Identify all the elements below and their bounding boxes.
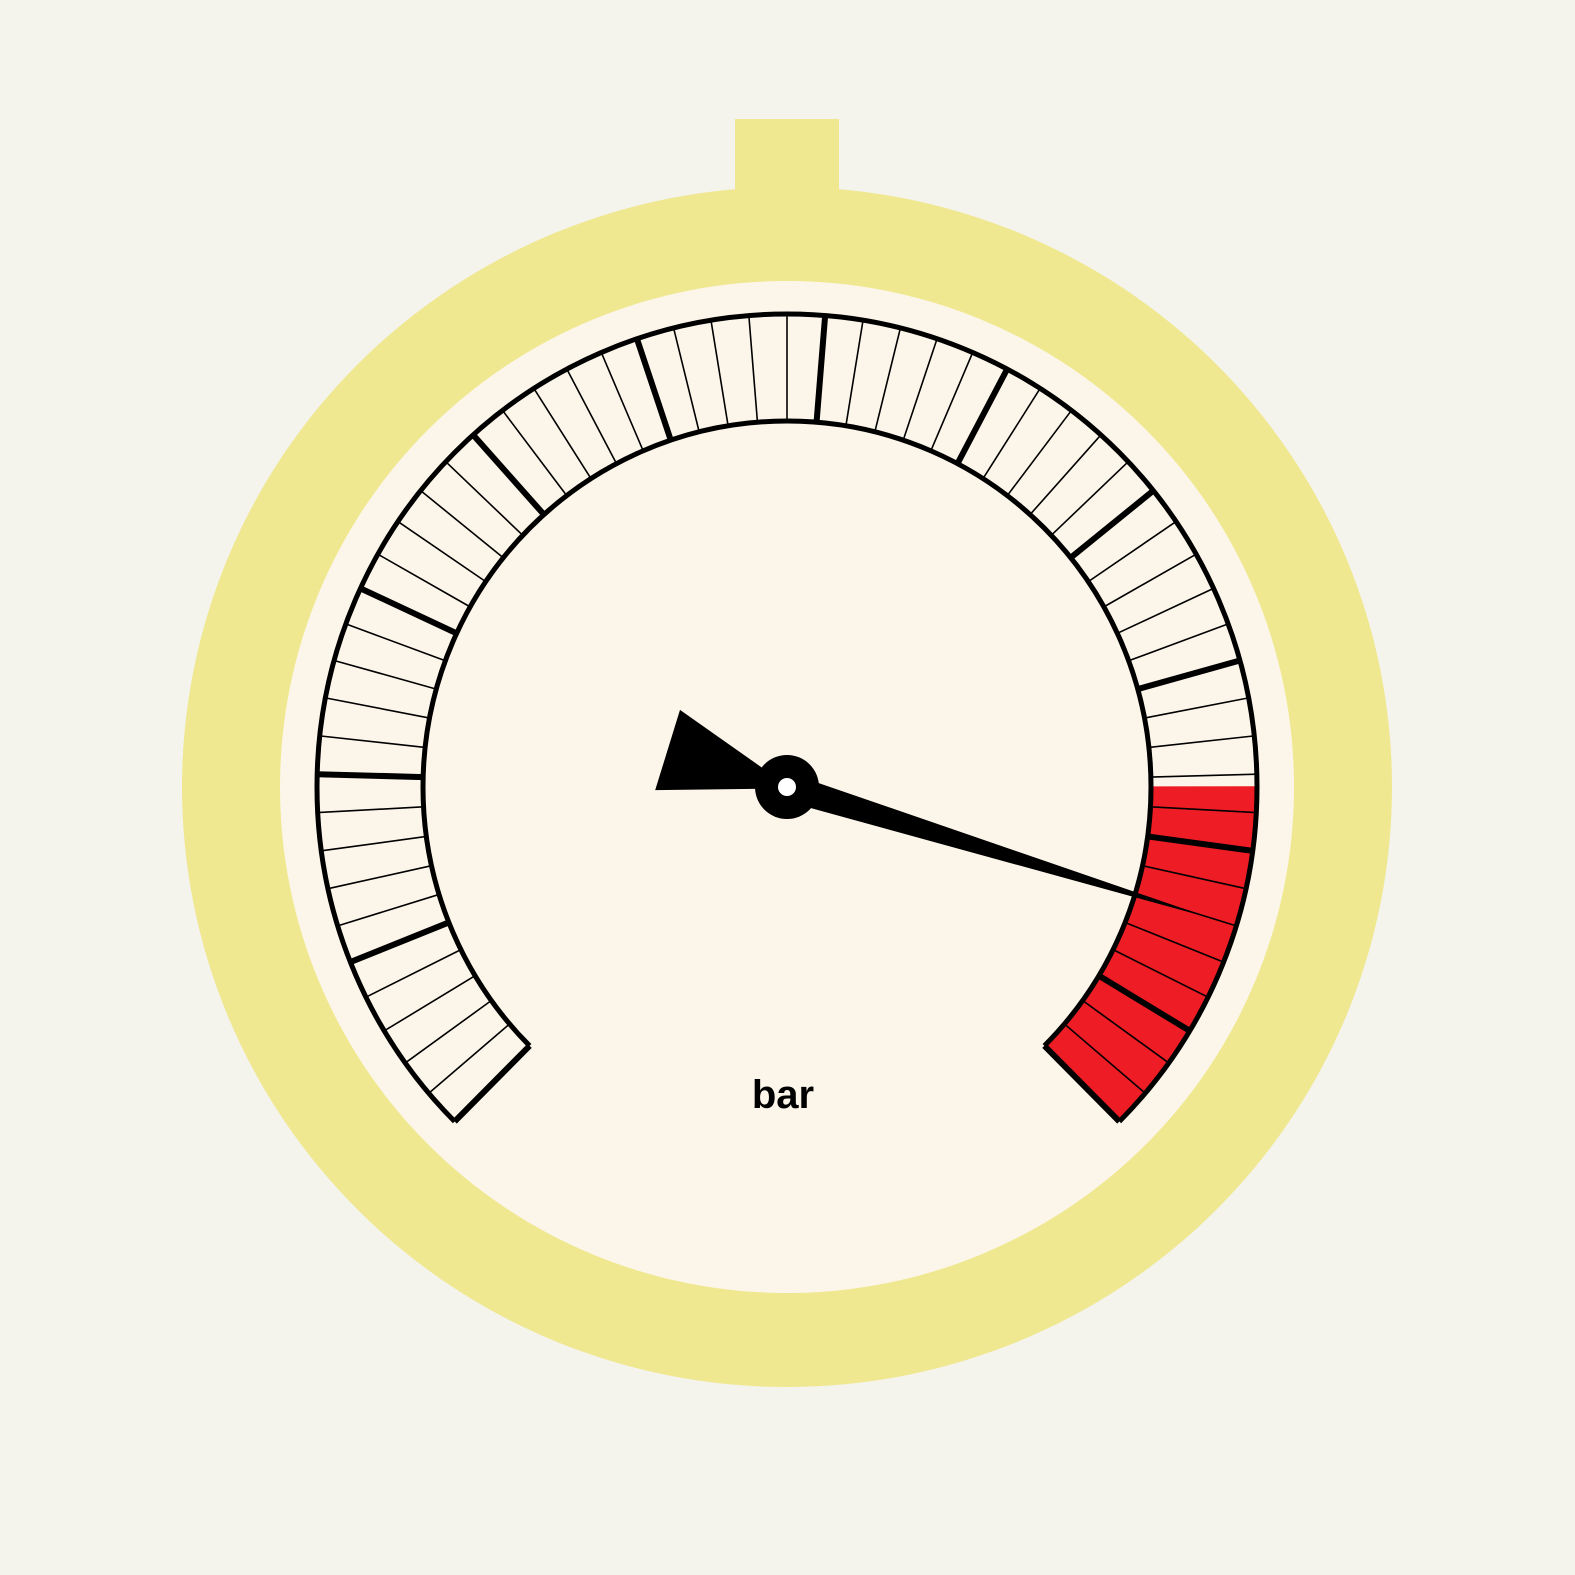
- minor-tick: [1148, 735, 1255, 749]
- minor-tick: [428, 1023, 511, 1094]
- minor-tick: [1117, 587, 1214, 635]
- minor-tick: [1050, 461, 1129, 536]
- major-tick: [470, 432, 547, 517]
- minor-tick: [325, 697, 430, 719]
- minor-tick: [1082, 999, 1170, 1064]
- major-tick: [359, 585, 458, 637]
- minor-tick: [1063, 1023, 1146, 1094]
- minor-tick: [1128, 623, 1229, 662]
- major-tick: [634, 337, 674, 442]
- minor-tick: [845, 320, 864, 426]
- minor-tick: [600, 352, 644, 452]
- minor-tick: [321, 835, 427, 852]
- major-tick: [1097, 973, 1192, 1034]
- minor-tick: [319, 735, 426, 749]
- major-tick: [452, 1043, 532, 1124]
- minor-tick: [874, 327, 902, 433]
- minor-tick: [1112, 948, 1209, 998]
- minor-tick: [327, 864, 432, 890]
- minor-tick: [533, 388, 592, 480]
- minor-tick: [672, 327, 700, 433]
- minor-tick: [982, 388, 1041, 480]
- minor-tick: [1124, 921, 1224, 963]
- minor-tick: [333, 659, 437, 690]
- minor-tick: [397, 520, 487, 583]
- minor-tick: [501, 409, 568, 497]
- needle-tail: [655, 709, 771, 791]
- major-tick: [1136, 657, 1241, 692]
- minor-tick: [1150, 773, 1257, 778]
- minor-tick: [404, 999, 492, 1064]
- major-tick: [349, 919, 450, 965]
- minor-tick: [383, 975, 476, 1032]
- minor-tick: [377, 553, 471, 608]
- major-tick: [1042, 1043, 1122, 1124]
- minor-tick: [445, 461, 524, 536]
- minor-tick: [902, 338, 938, 441]
- minor-tick: [1029, 434, 1102, 516]
- minor-tick: [1144, 697, 1249, 719]
- unit-label: bar: [752, 1073, 814, 1117]
- minor-tick: [337, 893, 440, 927]
- needle-pointer: [782, 773, 1213, 919]
- minor-tick: [1006, 409, 1073, 497]
- major-tick: [954, 367, 1010, 466]
- major-tick: [317, 771, 424, 781]
- major-tick: [1068, 488, 1156, 561]
- minor-tick: [317, 806, 424, 814]
- minor-tick: [345, 623, 446, 662]
- minor-tick: [420, 490, 504, 559]
- needle-pivot: [778, 778, 796, 796]
- major-tick: [813, 315, 829, 423]
- red-zone: [1044, 786, 1257, 1122]
- scale-inner-arc: [420, 418, 1154, 1048]
- gauge-needle: [655, 709, 1213, 919]
- minor-tick: [1142, 864, 1247, 890]
- minor-tick: [1150, 806, 1257, 814]
- minor-tick: [710, 320, 729, 426]
- minor-tick: [748, 315, 759, 423]
- minor-tick: [1103, 553, 1197, 608]
- minor-tick: [566, 368, 618, 465]
- gauge-scale: [314, 311, 1260, 1124]
- minor-tick: [365, 948, 462, 998]
- minor-tick: [930, 352, 974, 452]
- major-tick: [1147, 833, 1254, 854]
- minor-tick: [1087, 520, 1177, 583]
